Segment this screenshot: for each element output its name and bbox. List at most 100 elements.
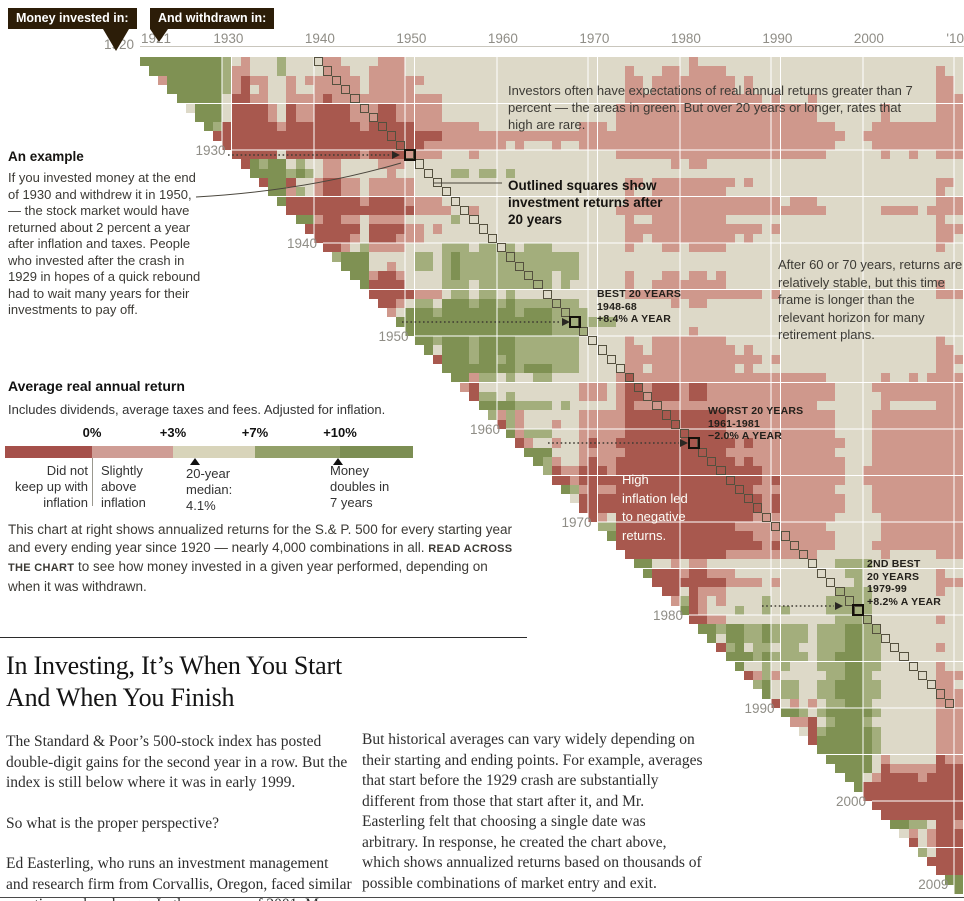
return-cell [835, 587, 845, 597]
return-cell [826, 196, 836, 206]
return-cell [634, 177, 644, 188]
return-cell [771, 577, 781, 588]
return-cell [451, 122, 461, 132]
return-cell [496, 354, 506, 364]
return-cell [899, 577, 909, 588]
return-cell [533, 373, 543, 383]
return-cell [533, 215, 543, 225]
return-cell [652, 233, 662, 243]
return-cell [734, 140, 744, 150]
return-cell [588, 298, 598, 309]
return-cell [698, 466, 708, 476]
return-cell [268, 140, 278, 150]
return-cell [304, 122, 314, 132]
return-cell [579, 336, 589, 346]
return-cell [908, 587, 918, 597]
return-cell [560, 103, 571, 113]
return-cell [826, 224, 836, 234]
return-cell [597, 494, 607, 504]
return-cell [899, 215, 909, 225]
return-cell [853, 773, 863, 783]
return-cell [670, 261, 680, 271]
return-cell [579, 308, 589, 318]
return-cell [908, 252, 918, 262]
return-cell [414, 205, 424, 216]
return-cell [753, 159, 763, 169]
return-cell [817, 670, 827, 681]
return-cell [743, 373, 754, 383]
return-cell [908, 261, 918, 271]
return-cell [286, 57, 296, 67]
return-cell [917, 680, 927, 690]
return-cell [707, 596, 717, 606]
return-cell [780, 66, 790, 76]
return-cell [533, 187, 543, 197]
return-cell [469, 270, 479, 281]
return-cell [917, 801, 927, 811]
return-cell [862, 484, 872, 495]
return-cell [469, 243, 479, 253]
return-cell [725, 587, 735, 597]
return-cell [908, 512, 918, 522]
return-cell [853, 317, 863, 327]
return-cell [643, 233, 653, 243]
return-cell [579, 503, 589, 513]
return-cell [570, 205, 580, 216]
return-cell [862, 401, 872, 411]
return-cell [817, 177, 827, 188]
return-cell [771, 84, 781, 95]
return-cell [231, 84, 241, 95]
return-cell [634, 140, 644, 150]
return-cell [615, 373, 625, 383]
return-cell [478, 196, 488, 206]
return-cell [661, 177, 671, 188]
return-cell [506, 168, 516, 178]
return-cell [872, 205, 882, 216]
return-cell [844, 540, 854, 550]
return-cell [945, 615, 955, 625]
return-cell [954, 689, 964, 699]
return-cell [890, 652, 900, 662]
return-cell [405, 205, 415, 216]
return-cell [359, 103, 369, 113]
return-cell [295, 205, 305, 216]
return-cell [826, 336, 836, 346]
return-cell [762, 280, 772, 290]
return-cell [734, 187, 744, 197]
return-cell [853, 280, 863, 290]
return-cell [387, 261, 397, 271]
return-cell [570, 456, 580, 467]
return-cell [606, 243, 616, 253]
return-cell [917, 791, 927, 801]
return-cell [753, 336, 763, 346]
return-cell [341, 261, 351, 271]
return-cell [707, 373, 717, 383]
return-cell [753, 140, 763, 150]
return-cell [936, 484, 946, 495]
return-cell [862, 754, 872, 764]
return-cell [862, 168, 872, 178]
return-cell [624, 224, 635, 234]
return-cell [899, 782, 909, 792]
return-cell [716, 261, 726, 271]
return-cell [926, 559, 937, 569]
return-cell [780, 456, 790, 467]
return-cell [753, 131, 763, 141]
return-cell [936, 224, 946, 234]
return-cell [689, 438, 699, 448]
return-cell [716, 429, 726, 439]
return-cell [441, 215, 452, 225]
return-cell [725, 289, 735, 299]
return-cell [469, 112, 479, 123]
return-cell [826, 159, 836, 169]
return-cell [826, 698, 836, 708]
return-cell [954, 726, 964, 736]
return-cell [743, 615, 754, 625]
return-cell [670, 57, 680, 67]
return-cell [807, 261, 818, 271]
return-cell [753, 540, 763, 550]
return-cell [451, 233, 461, 243]
return-cell [240, 122, 250, 132]
legend-label-0-3: Slightly above inflation [101, 463, 146, 510]
return-cell [835, 224, 845, 234]
